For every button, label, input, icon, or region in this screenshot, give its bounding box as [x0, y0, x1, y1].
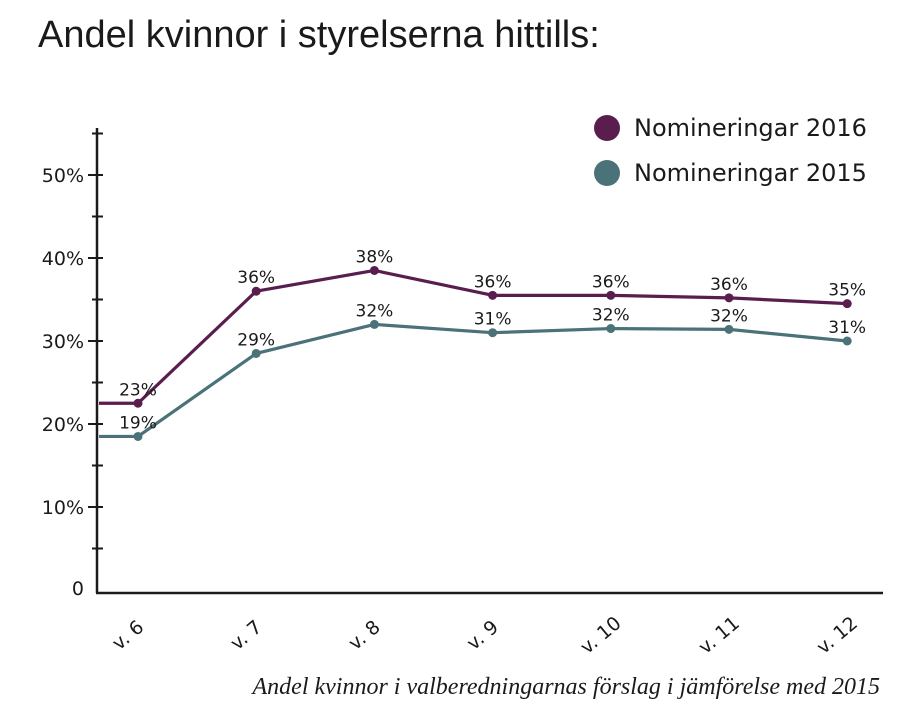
- series-line: [99, 322, 848, 439]
- data-label: 19%: [119, 413, 157, 433]
- x-axis-labels: v. 6 v. 7 v. 8 v. 9 v. 10 v. 11 v. 12: [108, 612, 862, 658]
- data-point: [488, 328, 498, 338]
- data-point: [842, 336, 852, 346]
- data-point: [251, 348, 261, 358]
- data-label: 36%: [592, 272, 630, 292]
- y-tick-label: 20%: [42, 414, 84, 436]
- x-tick-label: v. 10: [576, 612, 625, 658]
- data-point: [133, 398, 143, 408]
- legend: Nomineringar 2016 Nomineringar 2015: [594, 114, 867, 187]
- data-point: [369, 265, 379, 275]
- chart-axes: [88, 128, 883, 595]
- series-lines: 23% 36% 38% 36% 36% 36% 35% 19% 29% 32% 31% 32% 32% 3…: [99, 247, 866, 441]
- data-label: 35%: [828, 281, 866, 301]
- data-label: 36%: [474, 272, 512, 292]
- chart-caption: Andel kvinnor i valberedningarnas försla…: [252, 674, 880, 700]
- data-label: 38%: [356, 247, 394, 267]
- data-label: 32%: [356, 301, 394, 321]
- legend-marker: [594, 160, 620, 186]
- x-tick-label: v. 8: [344, 616, 384, 655]
- legend-label: Nomineringar 2015: [634, 159, 867, 187]
- data-label: 36%: [237, 268, 275, 288]
- y-tick-label: 10%: [42, 497, 84, 519]
- y-axis-labels: 0 10% 20% 30% 40% 50%: [42, 165, 84, 600]
- y-tick-label: 30%: [42, 331, 84, 353]
- data-point: [369, 319, 379, 329]
- data-point: [724, 324, 734, 334]
- data-point: [724, 293, 734, 303]
- chart-title: Andel kvinnor i styrelserna hittills:: [38, 14, 600, 56]
- x-tick-label: v. 6: [108, 616, 148, 655]
- series-line: [99, 268, 848, 405]
- data-point: [133, 431, 143, 441]
- y-tick-label: 0: [72, 578, 84, 600]
- legend-label: Nomineringar 2016: [634, 114, 867, 142]
- legend-marker: [594, 115, 620, 141]
- x-tick-label: v. 11: [694, 612, 743, 658]
- data-label: 36%: [710, 275, 748, 295]
- data-label: 32%: [710, 306, 748, 326]
- data-label: 32%: [592, 306, 630, 326]
- y-tick-label: 50%: [42, 165, 84, 187]
- data-point: [842, 299, 852, 309]
- data-label: 23%: [119, 380, 157, 400]
- y-tick-label: 40%: [42, 248, 84, 270]
- data-point: [606, 290, 616, 300]
- x-tick-label: v. 7: [226, 616, 266, 655]
- data-label: 31%: [828, 318, 866, 338]
- x-tick-label: v. 12: [813, 612, 862, 658]
- data-point: [606, 324, 616, 334]
- data-point: [488, 290, 498, 300]
- data-point: [251, 286, 261, 296]
- data-label: 31%: [474, 310, 512, 330]
- x-tick-label: v. 9: [463, 616, 503, 655]
- data-label: 29%: [237, 330, 275, 350]
